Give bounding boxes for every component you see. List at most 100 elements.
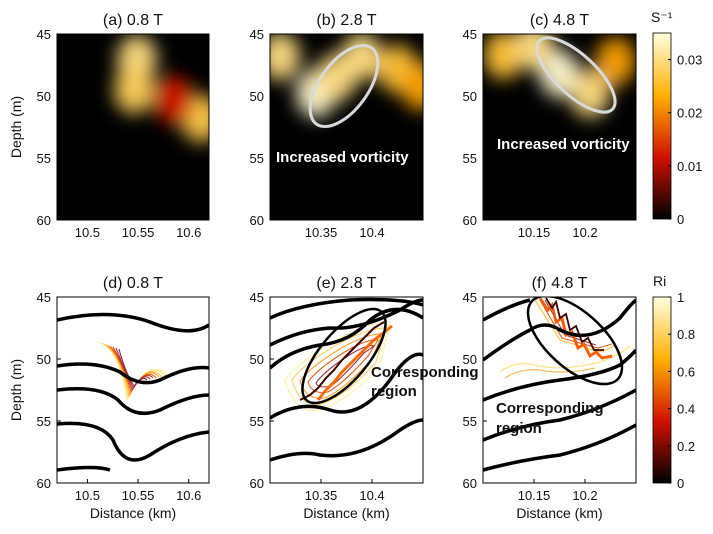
contour-field bbox=[483, 297, 636, 472]
y-tick-label: 45 bbox=[463, 27, 477, 42]
x-tick-label: 10.35 bbox=[305, 488, 338, 503]
axes-frame bbox=[56, 33, 210, 221]
annotation-corresponding: Corresponding bbox=[496, 400, 604, 417]
y-tick-label: 60 bbox=[250, 213, 264, 228]
colorbar-tick-label: 0.4 bbox=[677, 402, 695, 417]
annotation-region: region bbox=[496, 420, 542, 437]
y-tick-label: 55 bbox=[37, 414, 51, 429]
y-tick-label: 60 bbox=[37, 213, 51, 228]
contour-field bbox=[57, 312, 209, 472]
panel-title: (d) 0.8 T bbox=[103, 275, 163, 292]
x-tick-label: 10.2 bbox=[572, 488, 597, 503]
panel-a bbox=[57, 34, 209, 220]
ri-contour-bright bbox=[316, 324, 393, 401]
panel-title: (a) 0.8 T bbox=[103, 12, 163, 29]
heatmap-blob bbox=[341, 34, 382, 81]
y-tick-label: 45 bbox=[250, 27, 264, 42]
heatmap-blob bbox=[114, 65, 155, 114]
annotation-corresponding: Corresponding bbox=[371, 364, 479, 381]
heatmap-field bbox=[270, 34, 423, 118]
colorbar-gradient bbox=[652, 32, 672, 220]
ri-contours bbox=[97, 341, 169, 402]
panel-title: (e) 2.8 T bbox=[316, 275, 376, 292]
y-tick-label: 55 bbox=[250, 151, 264, 166]
y-tick-label: 45 bbox=[250, 290, 264, 305]
heatmap-blob bbox=[270, 34, 301, 81]
y-tick-label: 55 bbox=[37, 151, 51, 166]
highlight-ellipse bbox=[308, 43, 380, 129]
heatmap-blob bbox=[153, 75, 194, 124]
heatmap-field bbox=[114, 34, 209, 143]
y-tick-label: 60 bbox=[250, 476, 264, 491]
x-tick-label: 10.4 bbox=[359, 225, 384, 240]
colorbar-tick-label: 1 bbox=[677, 290, 684, 305]
panel-b: Increased vorticity bbox=[270, 34, 423, 220]
y-tick-label: 60 bbox=[463, 213, 477, 228]
axes-frame bbox=[56, 296, 210, 484]
y-tick-label: 50 bbox=[37, 89, 51, 104]
density-contours bbox=[57, 312, 209, 472]
y-tick-label: 55 bbox=[250, 414, 264, 429]
x-tick-label: 10.4 bbox=[359, 488, 384, 503]
ri-contour-bright bbox=[538, 297, 613, 360]
x-tick-label: 10.6 bbox=[176, 488, 201, 503]
axes-layer: (a) 0.8 T 10.5 10.55 10.6 45 50 55 60 Depth (m) (… bbox=[8, 12, 637, 521]
highlight-ellipse bbox=[535, 36, 617, 114]
heatmap-blob bbox=[570, 69, 611, 118]
x-tick-label: 10.2 bbox=[572, 225, 597, 240]
x-axis-label: Distance (km) bbox=[516, 505, 602, 521]
contour-field bbox=[270, 297, 423, 462]
colorbar-ticks: 1 0.8 0.6 0.4 0.2 0 bbox=[668, 290, 695, 491]
annotation-region: region bbox=[371, 383, 417, 400]
y-tick-label: 50 bbox=[463, 352, 477, 367]
x-axis-label: Distance (km) bbox=[303, 505, 389, 521]
x-tick-label: 10.5 bbox=[75, 488, 100, 503]
panel-title: (c) 4.8 T bbox=[530, 12, 590, 29]
colorbar-tick-label: 0.8 bbox=[677, 327, 695, 342]
colorbar-tick-label: 0.02 bbox=[677, 106, 702, 121]
annotation-increased-vorticity: Increased vorticity bbox=[497, 136, 630, 153]
panel-c: Increased vorticity bbox=[483, 34, 636, 220]
x-tick-label: 10.15 bbox=[518, 488, 551, 503]
y-tick-label: 50 bbox=[250, 89, 264, 104]
heatmap-blob bbox=[595, 37, 636, 86]
colorbar-ri: Ri 1 0.8 0.6 0.4 0.2 0 bbox=[652, 273, 695, 491]
colorbar-tick-label: 0 bbox=[677, 476, 684, 491]
heatmap-field bbox=[483, 34, 636, 118]
colorbar-tick-label: 0.03 bbox=[677, 53, 702, 68]
panel-title: (f) 4.8 T bbox=[532, 275, 588, 292]
colorbar-tick-label: 0.01 bbox=[677, 159, 702, 174]
x-tick-label: 10.55 bbox=[122, 488, 155, 503]
colorbar-gradient bbox=[652, 296, 672, 484]
annotation-increased-vorticity: Increased vorticity bbox=[276, 149, 409, 166]
panel-e: Corresponding region bbox=[270, 297, 479, 483]
y-axis-label: Depth (m) bbox=[8, 359, 24, 421]
y-axis-label: Depth (m) bbox=[8, 96, 24, 158]
ri-contour-dark bbox=[299, 321, 385, 401]
panel-f: Corresponding region bbox=[483, 297, 636, 483]
colorbar-vorticity: S⁻¹ 0.03 0.02 0.01 0 bbox=[651, 9, 702, 227]
heatmap-blob bbox=[539, 49, 580, 98]
colorbar-tick-label: 0.2 bbox=[677, 439, 695, 454]
x-tick-label: 10.6 bbox=[176, 225, 201, 240]
y-tick-label: 45 bbox=[37, 290, 51, 305]
x-tick-label: 10.15 bbox=[518, 225, 551, 240]
x-tick-label: 10.5 bbox=[75, 225, 100, 240]
y-tick-label: 60 bbox=[463, 476, 477, 491]
y-tick-label: 55 bbox=[463, 414, 477, 429]
y-tick-label: 45 bbox=[37, 27, 51, 42]
x-axis-label: Distance (km) bbox=[90, 505, 176, 521]
axes-frame bbox=[482, 296, 637, 484]
x-tick-label: 10.55 bbox=[122, 225, 155, 240]
y-tick-label: 50 bbox=[463, 89, 477, 104]
y-tick-label: 50 bbox=[250, 352, 264, 367]
y-tick-label: 60 bbox=[37, 476, 51, 491]
density-contours bbox=[483, 298, 636, 472]
panel-title: (b) 2.8 T bbox=[316, 12, 376, 29]
axes-frame bbox=[269, 33, 424, 221]
highlight-ellipse bbox=[301, 307, 387, 405]
axes-frame bbox=[482, 33, 637, 221]
colorbar-tick-label: 0 bbox=[677, 212, 684, 227]
highlight-ellipse bbox=[526, 297, 624, 386]
